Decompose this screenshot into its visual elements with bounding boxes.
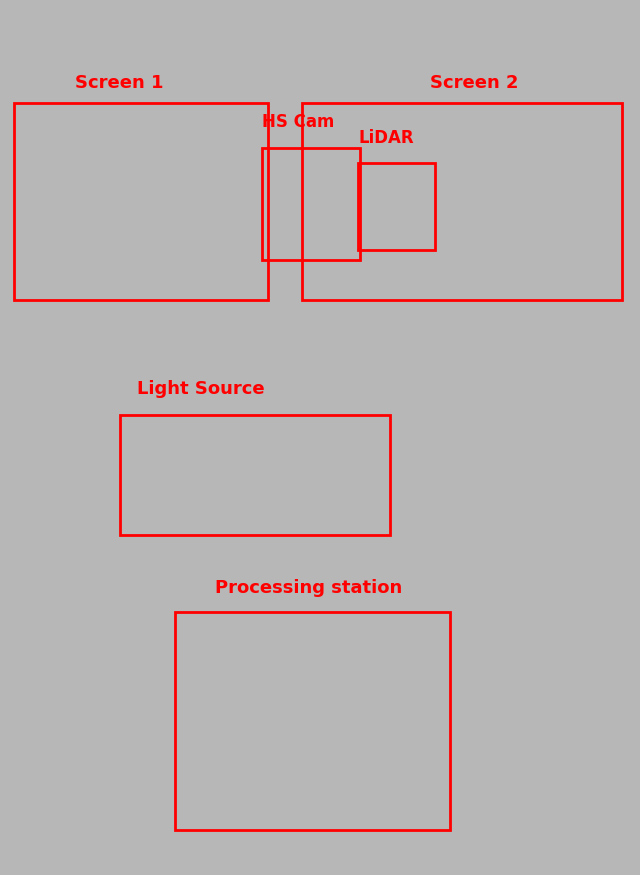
Bar	[358, 163, 435, 250]
Text: HS Cam: HS Cam	[262, 113, 334, 131]
Bar	[262, 148, 360, 260]
Text: Light Source: Light Source	[137, 380, 264, 398]
Text: Processing station: Processing station	[215, 579, 403, 597]
Text: Screen 2: Screen 2	[430, 74, 518, 92]
Text: LiDAR: LiDAR	[358, 129, 413, 147]
Text: Screen 1: Screen 1	[75, 74, 163, 92]
Bar	[120, 415, 390, 535]
Bar	[14, 103, 268, 300]
Bar	[302, 103, 622, 300]
Bar	[175, 612, 450, 830]
